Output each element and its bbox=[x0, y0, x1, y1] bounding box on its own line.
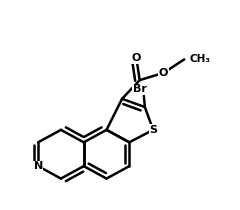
Text: O: O bbox=[159, 68, 168, 78]
Text: O: O bbox=[132, 53, 141, 63]
Text: S: S bbox=[149, 125, 157, 135]
Text: N: N bbox=[34, 161, 43, 171]
Text: CH₃: CH₃ bbox=[189, 54, 210, 64]
Text: Br: Br bbox=[133, 84, 147, 94]
